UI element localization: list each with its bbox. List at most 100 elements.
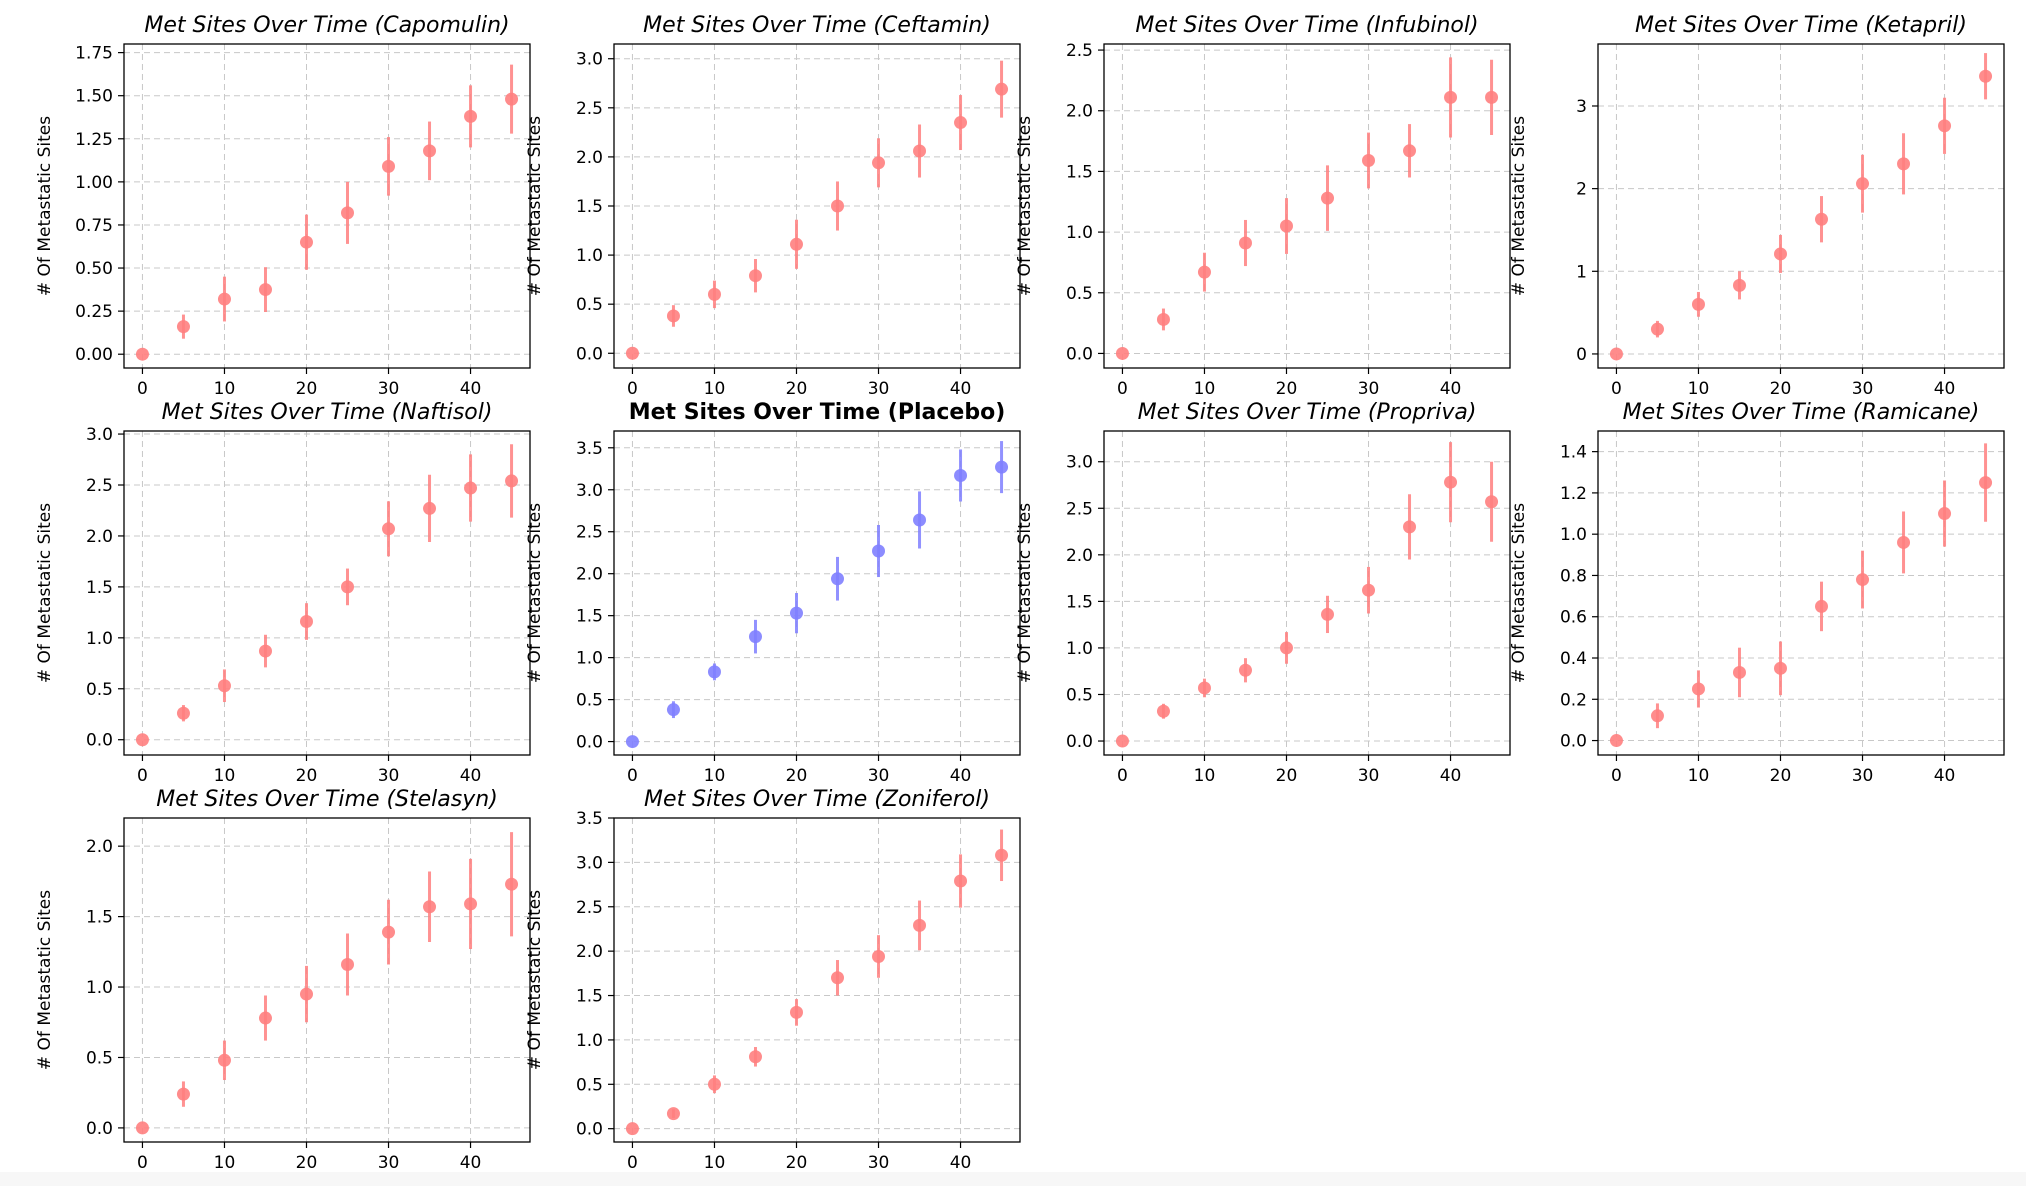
data-point <box>995 460 1009 474</box>
chart-title: Met Sites Over Time (Placebo) <box>629 400 1006 425</box>
x-tick-label: 0 <box>137 766 148 786</box>
x-tick-label: 40 <box>460 1153 482 1173</box>
data-point <box>1403 520 1417 534</box>
x-tick-label: 10 <box>1688 766 1710 786</box>
y-tick-label: 0.5 <box>86 1048 113 1068</box>
plot-frame <box>123 43 531 369</box>
x-tick-label: 20 <box>296 766 318 786</box>
data-point <box>831 199 845 213</box>
y-tick-label: 1.5 <box>576 987 603 1007</box>
y-tick-label: 3.0 <box>86 425 113 445</box>
chart-svg: Met Sites Over Time (Placebo) 0 10 20 30 40 0.… <box>525 400 1021 786</box>
x-tick-label: 0 <box>1117 766 1128 786</box>
data-point <box>666 1107 680 1121</box>
y-tick-label: 0.00 <box>75 345 113 365</box>
data-point <box>299 615 313 629</box>
chart-svg: Met Sites Over Time (Infubinol) 0 10 20 30 40… <box>1015 13 1511 399</box>
data-point <box>1979 69 1993 83</box>
chart-title: Met Sites Over Time (Stelasyn) <box>156 787 498 812</box>
chart-panel: Met Sites Over Time (Capomulin) 0 10 20 30 40… <box>0 0 531 399</box>
data-point <box>1279 641 1293 655</box>
y-tick-label: 1.2 <box>1560 484 1587 504</box>
chart-panel: Met Sites Over Time (Ramicane) 0 10 20 30 40 0… <box>1474 387 2005 786</box>
data-point <box>954 116 968 130</box>
x-tick-label: 20 <box>786 766 808 786</box>
y-tick-label: 2.0 <box>1066 102 1093 122</box>
data-point <box>341 958 355 972</box>
y-tick-label: 1.0 <box>1066 223 1093 243</box>
data-point <box>1444 475 1458 489</box>
chart-title: Met Sites Over Time (Naftisol) <box>162 400 493 425</box>
y-tick-label: 1.5 <box>576 607 603 627</box>
data-point <box>1403 144 1417 158</box>
y-tick-label: 2.5 <box>576 99 603 119</box>
data-point <box>913 144 927 158</box>
data-point <box>217 1053 231 1067</box>
y-tick-label: 1.0 <box>86 629 113 649</box>
data-point <box>913 513 927 527</box>
chart-svg: Met Sites Over Time (Stelasyn) 0 10 20 30 40 0… <box>35 787 531 1173</box>
chart-panel: Met Sites Over Time (Propriva) 0 10 20 30 40 0… <box>980 387 1511 786</box>
data-point <box>748 1050 762 1064</box>
x-tick-label: 10 <box>704 766 726 786</box>
data-point <box>423 144 437 158</box>
data-point <box>135 1121 149 1135</box>
data-point <box>423 900 437 914</box>
y-tick-label: 0.25 <box>75 302 113 322</box>
data-point <box>1279 219 1293 233</box>
data-point <box>789 1005 803 1019</box>
x-tick-label: 20 <box>786 1153 808 1173</box>
data-point <box>1691 682 1705 696</box>
data-point <box>505 877 519 891</box>
x-tick-label: 30 <box>868 766 890 786</box>
x-tick-label: 40 <box>950 379 972 399</box>
data-point <box>341 580 355 594</box>
chart-svg: Met Sites Over Time (Capomulin) 0 10 20 30 40… <box>35 13 531 399</box>
data-point <box>176 706 190 720</box>
y-tick-label: 1.0 <box>1560 525 1587 545</box>
x-tick-label: 20 <box>1276 766 1298 786</box>
y-tick-label: 3.5 <box>576 439 603 459</box>
data-point <box>748 269 762 283</box>
data-point <box>872 156 886 170</box>
data-point <box>1979 476 1993 490</box>
y-tick-label: 3.0 <box>1066 453 1093 473</box>
y-tick-label: 3.0 <box>576 853 603 873</box>
data-point <box>1732 665 1746 679</box>
y-tick-label: 0.5 <box>576 691 603 711</box>
y-tick-label: 1.5 <box>1066 162 1093 182</box>
y-tick-label: 0.5 <box>1066 284 1093 304</box>
data-point <box>789 606 803 620</box>
y-axis-label: # Of Metastatic Sites <box>525 890 545 1070</box>
x-tick-label: 0 <box>627 766 638 786</box>
data-point <box>1732 278 1746 292</box>
data-point <box>1238 236 1252 250</box>
x-tick-label: 0 <box>137 379 148 399</box>
data-point <box>217 292 231 306</box>
x-tick-label: 20 <box>786 379 808 399</box>
data-point <box>258 283 272 297</box>
data-point <box>1856 177 1870 191</box>
x-tick-label: 30 <box>378 379 400 399</box>
y-tick-label: 0.50 <box>75 259 113 279</box>
x-tick-label: 40 <box>950 766 972 786</box>
plot-frame <box>1103 430 1511 756</box>
y-tick-label: 0.4 <box>1560 649 1587 669</box>
data-point <box>135 733 149 747</box>
chart-title: Met Sites Over Time (Ceftamin) <box>643 13 991 38</box>
x-tick-label: 0 <box>627 1153 638 1173</box>
plot-frame <box>613 817 1021 1143</box>
x-tick-label: 10 <box>214 1153 236 1173</box>
data-point <box>748 630 762 644</box>
y-tick-label: 2.0 <box>576 942 603 962</box>
data-point <box>1773 247 1787 261</box>
data-point <box>299 987 313 1001</box>
y-axis-label: # Of Metastatic Sites <box>35 116 55 296</box>
data-point <box>1115 346 1129 360</box>
x-tick-label: 10 <box>704 1153 726 1173</box>
data-point <box>1650 322 1664 336</box>
chart-panel: Met Sites Over Time (Stelasyn) 0 10 20 30 40 0… <box>0 774 531 1173</box>
y-tick-label: 0.0 <box>86 1119 113 1139</box>
data-point <box>954 468 968 482</box>
y-tick-label: 1.0 <box>576 1031 603 1051</box>
